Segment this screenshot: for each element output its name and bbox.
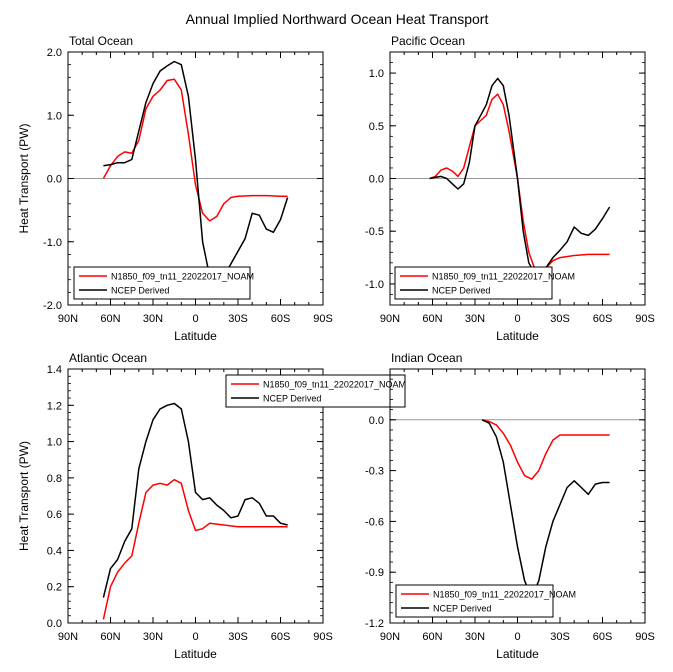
x-tick-label: 60N	[422, 631, 442, 643]
x-tick-label: 90N	[58, 631, 78, 643]
x-axis-label: Latitude	[174, 647, 217, 661]
legend: N1850_f09_tn11_22022017_NOAM NCEP Derived	[73, 266, 254, 300]
x-tick-label: 90N	[380, 631, 400, 643]
plot-frame	[67, 368, 324, 624]
x-tick-label: 90S	[313, 313, 333, 325]
legend-ncep-label: NCEP Derived	[432, 286, 490, 296]
y-tick-label: 0.8	[47, 473, 62, 485]
y-tick-label: 0.0	[47, 174, 62, 186]
y-tick-label: -1.0	[43, 237, 62, 249]
x-tick-label: 60N	[100, 313, 120, 325]
y-tick-label: 0.5	[369, 121, 384, 133]
y-tick-label: -0.3	[365, 466, 384, 478]
panel-1: 90N 60N 30N 0 30S 60S 90S -2.0 -1.0 0.0 1.0 2.0 Tota…	[17, 34, 333, 343]
x-tick-label: 90N	[58, 313, 78, 325]
legend: N1850_f09_tn11_22022017_NOAM NCEP Derived	[395, 584, 576, 618]
y-tick-label: 1.0	[369, 68, 384, 80]
y-axis-label: Heat Transport (PW)	[17, 441, 31, 551]
legend-model-label: N1850_f09_tn11_22022017_NOAM	[111, 272, 254, 282]
x-tick-label: 60S	[593, 631, 613, 643]
panel-2: 90N 60N 30N 0 30S 60S 90S -1.0 -0.5 0.0 0.5 1.0 Paci…	[365, 34, 655, 343]
x-axis-label: Latitude	[496, 647, 539, 661]
model-series-line	[481, 419, 610, 480]
y-tick-label: 1.2	[47, 400, 62, 412]
ncep-series-line	[429, 77, 611, 275]
legend-ncep-label: NCEP Derived	[111, 286, 169, 296]
x-axis-label: Latitude	[496, 329, 539, 343]
plot-frame	[389, 368, 646, 624]
x-tick-label: 90S	[313, 631, 333, 643]
y-tick-label: -0.5	[365, 226, 384, 238]
model-series-line	[102, 478, 288, 620]
y-tick-label: 0.0	[47, 618, 62, 630]
plot-frame	[389, 51, 646, 306]
x-tick-label: 60S	[271, 631, 291, 643]
x-tick-label: 30S	[550, 313, 570, 325]
panel-title: Atlantic Ocean	[69, 351, 147, 365]
x-tick-label: 30N	[465, 631, 485, 643]
y-tick-label: -1.0	[365, 279, 384, 291]
legend-model-label: N1850_f09_tn11_22022017_NOAM	[263, 380, 406, 390]
y-tick-label: -0.6	[365, 516, 384, 528]
x-tick-label: 30N	[465, 313, 485, 325]
x-tick-label: 0	[192, 313, 198, 325]
legend-model-label: N1850_f09_tn11_22022017_NOAM	[433, 590, 576, 600]
y-tick-label: 0.0	[369, 415, 384, 427]
legend-box	[225, 374, 406, 408]
x-tick-label: 60S	[593, 313, 613, 325]
x-tick-label: 30S	[550, 631, 570, 643]
panel-3: 90N 60N 30N 0 30S 60S 90S 0.0 0.2 0.4 0.6 0.8 1.0 1.2…	[17, 351, 406, 661]
y-tick-label: 0.6	[47, 509, 62, 521]
figure-title: Annual Implied Northward Ocean Heat Tran…	[186, 11, 489, 27]
y-axis-label: Heat Transport (PW)	[17, 123, 31, 233]
model-series-line	[429, 93, 610, 273]
y-tick-label: 1.4	[47, 364, 62, 376]
x-tick-label: 30S	[228, 313, 248, 325]
legend-box	[395, 584, 554, 618]
y-tick-label: -0.9	[365, 567, 384, 579]
y-tick-label: 1.0	[47, 110, 62, 122]
ncep-series-line	[103, 60, 289, 286]
y-tick-label: 2.0	[47, 47, 62, 59]
model-series-line	[102, 78, 288, 222]
legend-box	[73, 266, 251, 300]
x-tick-label: 30N	[143, 631, 163, 643]
panel-title: Indian Ocean	[391, 351, 462, 365]
x-tick-label: 0	[514, 631, 520, 643]
legend-ncep-label: NCEP Derived	[433, 604, 491, 614]
y-tick-label: -2.0	[43, 300, 62, 312]
panel-title: Total Ocean	[69, 34, 133, 48]
legend-model-label: N1850_f09_tn11_22022017_NOAM	[432, 272, 575, 282]
panel-4: 90N 60N 30N 0 30S 60S 90S -1.2 -0.9 -0.6 -0.3 0.0 In…	[365, 351, 655, 661]
panel-title: Pacific Ocean	[391, 34, 465, 48]
y-tick-label: -1.2	[365, 618, 384, 630]
ncep-series-line	[102, 402, 288, 598]
y-tick-label: 0.2	[47, 582, 62, 594]
ncep-series-line	[481, 419, 610, 599]
y-tick-label: 0.0	[369, 174, 384, 186]
x-tick-label: 60N	[100, 631, 120, 643]
y-tick-label: 1.0	[47, 437, 62, 449]
y-tick-label: 0.4	[47, 545, 62, 557]
x-tick-label: 90S	[635, 313, 655, 325]
x-tick-label: 30S	[228, 631, 248, 643]
x-tick-label: 90N	[380, 313, 400, 325]
plot-frame	[67, 51, 324, 306]
legend-ncep-label: NCEP Derived	[263, 394, 321, 404]
x-axis-label: Latitude	[174, 329, 217, 343]
x-tick-label: 0	[192, 631, 198, 643]
legend: N1850_f09_tn11_22022017_NOAM NCEP Derived	[225, 374, 406, 408]
legend-box	[394, 266, 553, 300]
x-tick-label: 0	[514, 313, 520, 325]
legend: N1850_f09_tn11_22022017_NOAM NCEP Derived	[394, 266, 575, 300]
x-tick-label: 30N	[143, 313, 163, 325]
x-tick-label: 60S	[271, 313, 291, 325]
x-tick-label: 90S	[635, 631, 655, 643]
x-tick-label: 60N	[422, 313, 442, 325]
